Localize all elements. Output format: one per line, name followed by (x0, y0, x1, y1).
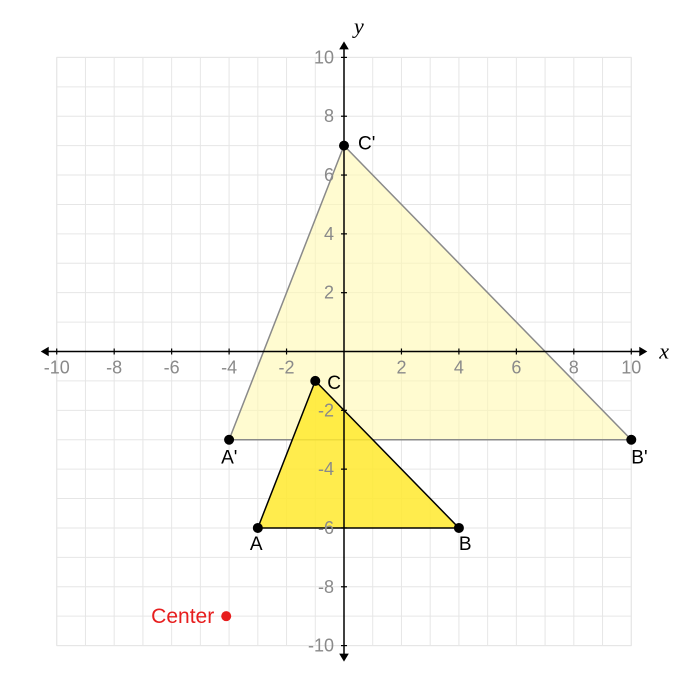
vertex-point (339, 141, 349, 151)
x-tick-label: -4 (221, 358, 237, 378)
x-axis-label: x (658, 339, 669, 364)
coordinate-plane-diagram: -10 -8 -6 -4 -2 2 4 6 8 10 -10 -8 -6 -4 -2 2 4 6 8 10 x y A' B'… (0, 0, 700, 695)
vertex-label: A (250, 534, 263, 555)
vertex-point (224, 435, 234, 445)
x-tick-label: -10 (44, 358, 70, 378)
y-tick-label: -6 (318, 518, 334, 538)
vertex-label: B' (631, 448, 647, 469)
vertex-point (310, 376, 320, 386)
x-tick-label: 10 (621, 358, 641, 378)
y-axis-label: y (352, 13, 364, 38)
y-tick-label: -4 (318, 459, 334, 479)
vertex-label: C (327, 373, 341, 394)
y-tick-label: 10 (314, 47, 334, 67)
center-point (221, 611, 231, 621)
x-tick-label: 2 (396, 358, 406, 378)
vertex-label: C' (358, 134, 375, 155)
y-tick-label: -8 (318, 577, 334, 597)
y-tick-label: 8 (324, 106, 334, 126)
vertex-point (454, 523, 464, 533)
x-tick-label: 4 (454, 358, 464, 378)
y-tick-label: 6 (324, 165, 334, 185)
vertex-point (253, 523, 263, 533)
vertex-label: B (459, 534, 472, 555)
y-tick-label: -2 (318, 400, 334, 420)
y-tick-label: 2 (324, 283, 334, 303)
vertex-point (626, 435, 636, 445)
y-tick-label: -10 (308, 636, 334, 656)
y-tick-label: 4 (324, 224, 334, 244)
x-tick-label: -2 (279, 358, 295, 378)
x-tick-label: -8 (106, 358, 122, 378)
x-tick-label: 8 (569, 358, 579, 378)
center-label: Center (151, 605, 214, 628)
x-tick-label: -6 (164, 358, 180, 378)
x-tick-label: 6 (511, 358, 521, 378)
plane-svg: -10 -8 -6 -4 -2 2 4 6 8 10 -10 -8 -6 -4 -2 2 4 6 8 10 x y A' B'… (0, 0, 700, 695)
vertex-label: A' (221, 448, 237, 469)
